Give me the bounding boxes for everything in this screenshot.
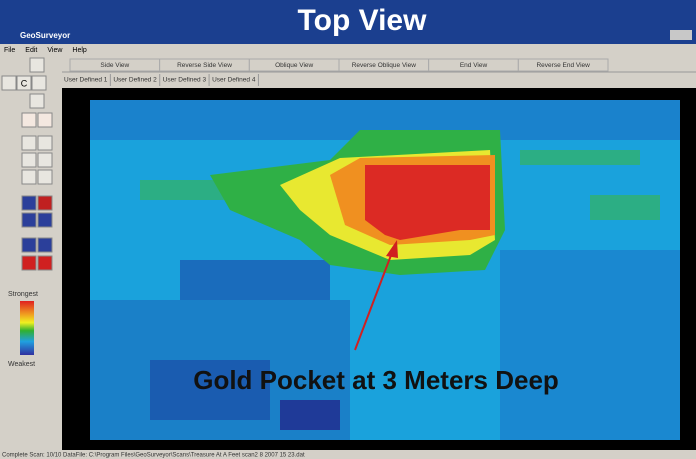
tool-button[interactable] — [21, 195, 37, 211]
arrow-head — [386, 240, 398, 258]
tab-label[interactable]: User Defined 4 — [212, 77, 256, 84]
tool-button[interactable] — [21, 152, 37, 168]
tab-bar: Side View Reverse Side View Oblique View Re… — [62, 58, 696, 86]
tab-label: Reverse End View — [536, 62, 590, 69]
menu-bar: File Edit View Help — [0, 44, 696, 55]
tool-button[interactable] — [1, 75, 17, 91]
tab-label[interactable]: User Defined 2 — [113, 77, 157, 84]
heatmap — [90, 100, 680, 440]
tool-button[interactable] — [21, 112, 37, 128]
legend-top: Strongest — [8, 291, 38, 298]
status-text: Complete Scan: 10/10 DataFile: C:\Progra… — [2, 453, 305, 459]
tool-button[interactable] — [37, 237, 53, 253]
left-toolbar: C Strongest Weakest — [1, 57, 53, 368]
tool-button[interactable] — [21, 135, 37, 151]
tab-label: Oblique View — [275, 62, 313, 69]
heat-region — [280, 400, 340, 430]
tool-button[interactable] — [37, 195, 53, 211]
tool-button[interactable] — [37, 135, 53, 151]
tool-button[interactable] — [37, 212, 53, 228]
tool-button[interactable] — [21, 237, 37, 253]
heat-region — [520, 150, 640, 165]
tool-label: C — [21, 78, 28, 88]
tool-button[interactable] — [37, 255, 53, 271]
tool-button[interactable] — [37, 152, 53, 168]
tab-label: Reverse Side View — [177, 62, 232, 69]
annotation: Gold Pocket at 3 Meters Deep — [193, 365, 559, 395]
legend-scale — [20, 301, 34, 355]
heat-region — [590, 195, 660, 220]
status-bar — [0, 450, 696, 459]
tab-label: Side View — [100, 62, 129, 69]
heat-region — [365, 165, 490, 240]
menu-item[interactable]: File — [4, 47, 15, 54]
window-title: GeoSurveyor — [20, 31, 70, 40]
tool-button[interactable] — [37, 112, 53, 128]
tab-label: End View — [460, 62, 488, 69]
tab-label: Reverse Oblique View — [352, 62, 416, 69]
tool-button[interactable] — [31, 75, 47, 91]
overlay-title: Top View — [298, 4, 428, 37]
menu-item[interactable]: Edit — [25, 47, 37, 54]
tool-button[interactable] — [21, 212, 37, 228]
tool-button[interactable] — [21, 169, 37, 185]
menu-item[interactable]: Help — [72, 47, 87, 54]
menu-bg — [0, 44, 696, 55]
heat-region — [150, 360, 270, 420]
menu-item[interactable]: View — [47, 47, 63, 54]
title-bar — [0, 0, 696, 44]
annotation-arrow — [354, 249, 394, 351]
tool-button[interactable] — [16, 75, 32, 91]
tool-button[interactable] — [29, 93, 45, 109]
tool-button[interactable] — [21, 255, 37, 271]
legend-bottom: Weakest — [8, 361, 35, 368]
tool-button[interactable] — [37, 169, 53, 185]
window-buttons[interactable] — [670, 30, 692, 40]
tab-label[interactable]: User Defined 3 — [163, 77, 207, 84]
tool-button[interactable] — [29, 57, 45, 73]
tab[interactable] — [517, 58, 609, 72]
tab-label[interactable]: User Defined 1 — [64, 77, 108, 84]
heat-region — [180, 260, 330, 300]
heat-region — [500, 250, 680, 440]
